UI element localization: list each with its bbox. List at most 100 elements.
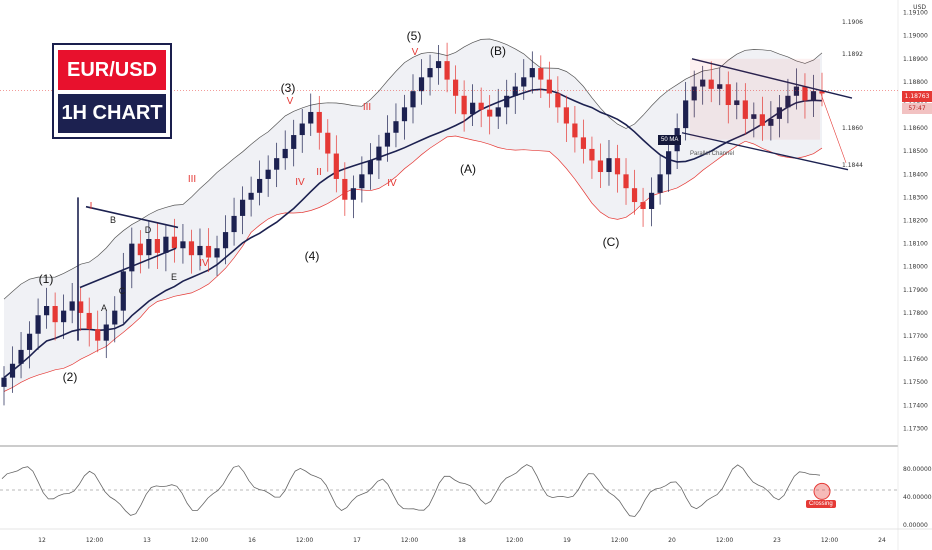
y-tick-label: 1.18200 bbox=[903, 218, 928, 225]
x-tick-label: 20 bbox=[668, 537, 676, 544]
candle-body bbox=[640, 202, 646, 209]
candle-body bbox=[1, 377, 7, 387]
y-tick-label: 1.18500 bbox=[903, 148, 928, 155]
candle-body bbox=[163, 236, 169, 253]
candle-body bbox=[188, 241, 195, 256]
candle-body bbox=[239, 199, 246, 216]
candle-body bbox=[52, 306, 58, 323]
candle-body bbox=[401, 107, 408, 122]
y-tick-label: 1.18600 bbox=[903, 125, 928, 132]
candle-body bbox=[308, 111, 314, 124]
candle-body bbox=[299, 123, 305, 136]
channel-lower-line bbox=[681, 132, 849, 171]
y-tick-label: 1.18800 bbox=[903, 79, 928, 86]
candle-body bbox=[487, 109, 493, 117]
y-tick-label: 1.17700 bbox=[903, 333, 928, 340]
x-tick-label: 24 bbox=[878, 537, 886, 544]
candle-body bbox=[257, 178, 263, 193]
wave-label: (A) bbox=[460, 162, 476, 176]
candle-body bbox=[393, 121, 399, 133]
candle-body bbox=[282, 148, 288, 159]
candle-body bbox=[495, 107, 501, 117]
triangle-point-label: E bbox=[171, 272, 177, 282]
candle-body bbox=[86, 312, 92, 330]
candle-body bbox=[725, 84, 731, 106]
wave-label: (1) bbox=[39, 272, 54, 286]
candle-body bbox=[555, 93, 561, 108]
candle-body bbox=[623, 174, 629, 189]
candle-body bbox=[35, 315, 41, 334]
candle-body bbox=[546, 79, 552, 94]
candle-body bbox=[427, 68, 433, 78]
crossing-marker bbox=[813, 482, 831, 500]
badge-pair: EUR/USD bbox=[58, 50, 166, 90]
candle-body bbox=[819, 91, 825, 94]
candle-body bbox=[759, 114, 765, 126]
x-tick-label: 17 bbox=[353, 537, 361, 544]
y-tick-label: 1.17600 bbox=[903, 356, 928, 363]
candle-body bbox=[580, 137, 587, 149]
candle-body bbox=[350, 188, 356, 200]
y-tick-label: 1.18300 bbox=[903, 194, 928, 201]
candle-body bbox=[453, 79, 459, 96]
moving-average-50-line bbox=[3, 88, 823, 379]
level-label: 1.1844 bbox=[842, 162, 863, 169]
candle-body bbox=[325, 132, 331, 154]
candle-body bbox=[316, 111, 322, 133]
channel-shade bbox=[690, 58, 820, 140]
candle-body bbox=[708, 79, 714, 89]
candle-body bbox=[504, 95, 510, 108]
bollinger-band-fill bbox=[4, 39, 822, 392]
x-tick-label: 12:00 bbox=[611, 537, 628, 544]
wave-label: (4) bbox=[305, 249, 320, 263]
x-tick-label: 12:00 bbox=[401, 537, 418, 544]
oscillator-tick-label: 0.00000 bbox=[903, 522, 928, 529]
currency-label: USD bbox=[913, 4, 926, 11]
last-price-tag: 1.18763 bbox=[902, 91, 932, 102]
candle-body bbox=[470, 102, 476, 115]
y-tick-label: 1.17800 bbox=[903, 310, 928, 317]
channel-upper-line bbox=[691, 58, 853, 99]
x-tick-label: 12:00 bbox=[191, 537, 208, 544]
candle-body bbox=[521, 77, 527, 87]
y-tick-label: 1.17500 bbox=[903, 379, 928, 386]
oscillator-tick-label: 40.00000 bbox=[903, 494, 932, 501]
wave-label: (C) bbox=[603, 235, 620, 249]
wave-label: (3) bbox=[281, 81, 296, 95]
x-tick-label: 12:00 bbox=[86, 537, 103, 544]
y-tick-label: 1.19000 bbox=[903, 33, 928, 40]
candle-body bbox=[418, 77, 425, 92]
candle-body bbox=[376, 146, 382, 161]
y-tick-label: 1.17300 bbox=[903, 425, 928, 432]
x-tick-label: 12:00 bbox=[506, 537, 523, 544]
candle-body bbox=[61, 310, 67, 323]
candle-body bbox=[776, 107, 782, 119]
candle-body bbox=[137, 243, 143, 256]
candle-body bbox=[631, 188, 638, 203]
level-label: 1.1892 bbox=[842, 51, 863, 58]
candle-body bbox=[435, 61, 442, 69]
candle-body bbox=[359, 174, 365, 189]
roman-wave-label: IV bbox=[199, 258, 209, 269]
candle-body bbox=[171, 236, 178, 249]
x-tick-label: 19 bbox=[563, 537, 571, 544]
candle-body bbox=[461, 95, 467, 115]
candle-body bbox=[274, 158, 280, 170]
candle-body bbox=[9, 363, 16, 378]
candle-body bbox=[683, 100, 689, 129]
y-tick-label: 1.17900 bbox=[903, 287, 928, 294]
bollinger-lower-line bbox=[3, 135, 823, 392]
level-label: 1.1860 bbox=[842, 125, 863, 132]
candle-body bbox=[691, 86, 697, 101]
roman-wave-label: IV bbox=[387, 178, 397, 189]
x-tick-label: 12 bbox=[38, 537, 46, 544]
roman-wave-label: II bbox=[316, 167, 322, 178]
roman-wave-label: III bbox=[363, 102, 371, 113]
x-tick-label: 18 bbox=[458, 537, 466, 544]
candle-body bbox=[657, 174, 663, 193]
candle-body bbox=[563, 107, 569, 124]
candle-body bbox=[146, 239, 152, 256]
x-tick-label: 12:00 bbox=[716, 537, 733, 544]
candle-body bbox=[129, 243, 135, 272]
